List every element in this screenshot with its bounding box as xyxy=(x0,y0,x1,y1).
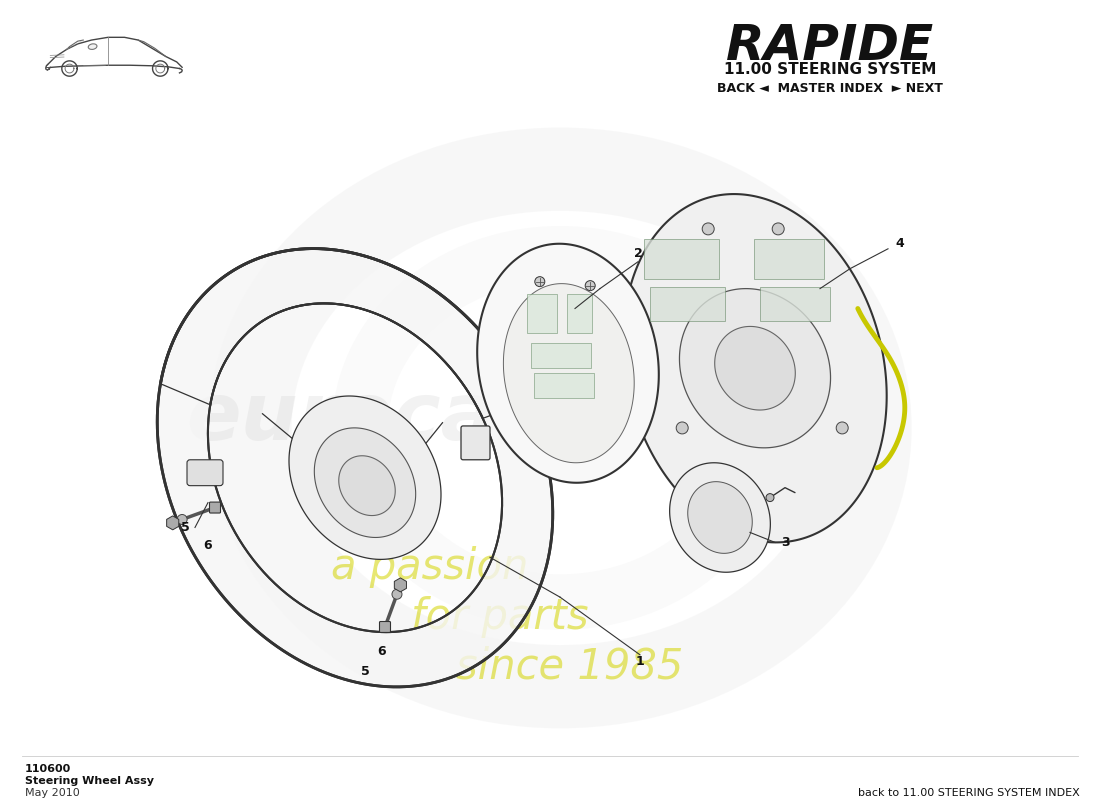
Text: 5: 5 xyxy=(361,666,370,678)
Text: 2: 2 xyxy=(634,247,642,260)
Polygon shape xyxy=(477,244,659,482)
Polygon shape xyxy=(680,289,830,448)
Text: Steering Wheel Assy: Steering Wheel Assy xyxy=(25,776,154,786)
Text: BACK ◄  MASTER INDEX  ► NEXT: BACK ◄ MASTER INDEX ► NEXT xyxy=(717,82,943,94)
Text: 11.00 STEERING SYSTEM: 11.00 STEERING SYSTEM xyxy=(724,62,936,77)
Text: 1: 1 xyxy=(636,655,645,668)
Polygon shape xyxy=(339,456,395,515)
Bar xyxy=(534,373,594,398)
Bar xyxy=(568,294,593,334)
Text: 5: 5 xyxy=(180,521,189,534)
Polygon shape xyxy=(157,249,553,687)
Text: 6: 6 xyxy=(204,539,212,552)
Text: 110600: 110600 xyxy=(25,764,72,774)
Polygon shape xyxy=(624,194,887,542)
Polygon shape xyxy=(715,326,795,410)
Text: a passion: a passion xyxy=(331,546,529,588)
Text: 3: 3 xyxy=(781,536,790,549)
Polygon shape xyxy=(504,284,635,462)
Polygon shape xyxy=(315,428,416,538)
Text: RAPIDE: RAPIDE xyxy=(726,22,934,70)
FancyBboxPatch shape xyxy=(461,426,490,460)
Polygon shape xyxy=(670,462,770,572)
Circle shape xyxy=(676,422,689,434)
Circle shape xyxy=(392,590,402,599)
Circle shape xyxy=(702,223,714,235)
FancyBboxPatch shape xyxy=(187,460,223,486)
Circle shape xyxy=(535,277,544,286)
Circle shape xyxy=(766,494,774,502)
Bar xyxy=(645,239,719,278)
Circle shape xyxy=(177,514,187,525)
Circle shape xyxy=(772,223,784,235)
Bar xyxy=(527,294,558,334)
Text: for parts: for parts xyxy=(411,596,588,638)
Text: 4: 4 xyxy=(895,238,904,250)
Bar xyxy=(531,343,592,368)
Text: 6: 6 xyxy=(377,646,386,658)
Text: eurocarparts: eurocarparts xyxy=(187,379,773,457)
Polygon shape xyxy=(289,396,441,559)
Polygon shape xyxy=(688,482,752,554)
Bar xyxy=(755,239,824,278)
Text: May 2010: May 2010 xyxy=(25,788,79,798)
Text: since 1985: since 1985 xyxy=(456,646,684,688)
Text: back to 11.00 STEERING SYSTEM INDEX: back to 11.00 STEERING SYSTEM INDEX xyxy=(858,788,1080,798)
Bar xyxy=(650,286,725,322)
Ellipse shape xyxy=(88,44,97,50)
FancyBboxPatch shape xyxy=(379,622,390,633)
Circle shape xyxy=(585,281,595,290)
FancyBboxPatch shape xyxy=(209,502,220,513)
Circle shape xyxy=(836,422,848,434)
Bar xyxy=(760,286,830,322)
